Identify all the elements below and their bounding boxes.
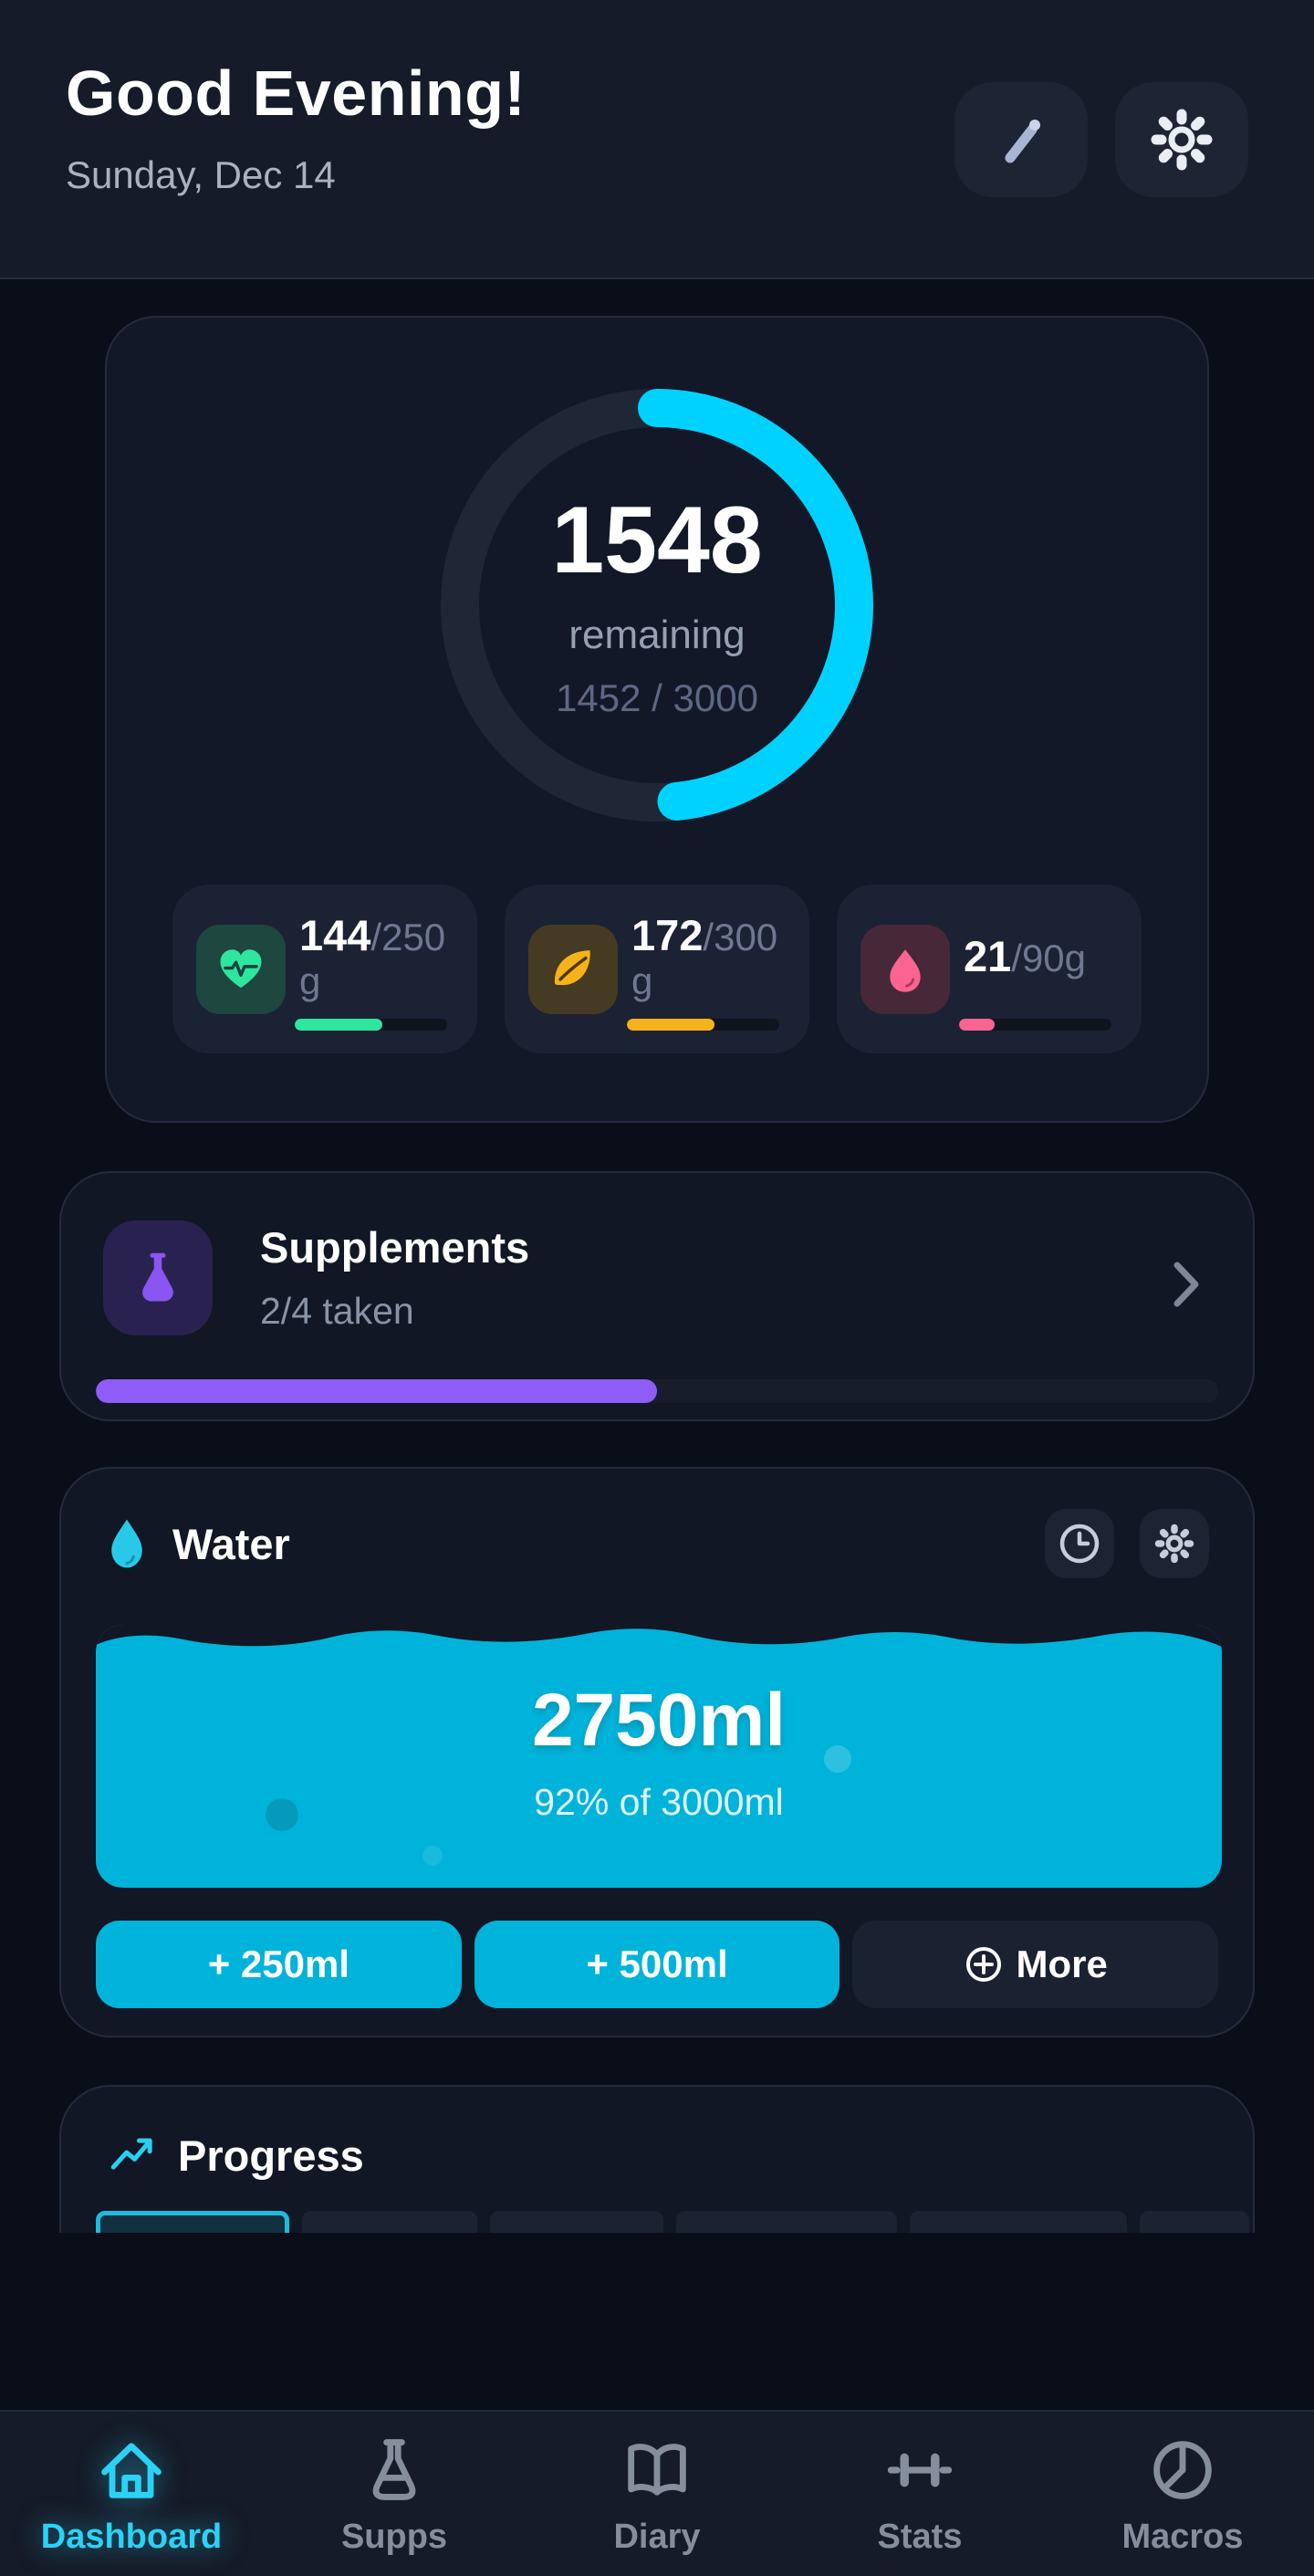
calories-remaining-value: 1548 — [551, 487, 763, 593]
circle-plus-icon — [964, 1944, 1004, 1984]
gear-icon — [1145, 103, 1218, 176]
progress-tab[interactable] — [910, 2211, 1127, 2233]
macro-progress-bar — [627, 1019, 779, 1031]
macro-card-protein[interactable]: 144/250 g — [172, 885, 477, 1053]
progress-tab[interactable] — [1140, 2211, 1249, 2233]
add-500ml-button[interactable]: + 500ml — [474, 1921, 840, 2008]
supplements-progress-bar — [96, 1379, 1218, 1403]
heart-pulse-icon — [196, 924, 286, 1014]
nav-item-macros[interactable]: Macros — [1051, 2412, 1314, 2576]
progress-card: Progress — [59, 2085, 1255, 2233]
progress-tab[interactable] — [490, 2211, 663, 2233]
macro-card-carbs[interactable]: 172/300 g — [505, 885, 809, 1053]
add-250ml-button[interactable]: + 250ml — [96, 1921, 462, 2008]
calorie-summary-card: 1548 remaining 1452 / 3000 144/250 g — [105, 316, 1209, 1123]
date-label: Sunday, Dec 14 — [66, 153, 336, 196]
macro-progress-bar — [959, 1019, 1111, 1031]
droplet-icon — [860, 924, 950, 1014]
clock-icon — [1058, 1522, 1101, 1565]
supplements-subtitle: 2/4 taken — [260, 1290, 414, 1332]
book-icon — [619, 2432, 695, 2508]
progress-title: Progress — [178, 2131, 364, 2180]
macro-value: 144 — [299, 910, 371, 959]
calories-remaining-label: remaining — [568, 613, 746, 657]
wave-top — [96, 1625, 1222, 1647]
bottom-navigation: Dashboard Supps Diary — [0, 2410, 1314, 2576]
chevron-right-icon — [1173, 1261, 1200, 1308]
calorie-ring-arc — [441, 389, 873, 822]
macro-card-fat[interactable]: 21/90g — [837, 885, 1142, 1053]
water-buttons: + 250ml + 500ml More — [96, 1921, 1219, 2008]
pencil-icon — [988, 107, 1054, 173]
macro-progress-bar — [295, 1019, 447, 1031]
bubble — [824, 1745, 851, 1773]
supplements-title: Supplements — [260, 1223, 530, 1272]
calorie-ring: 1548 remaining 1452 / 3000 — [441, 389, 873, 822]
calories-progress-text: 1452 / 3000 — [556, 676, 758, 719]
macro-target: /90g — [1011, 937, 1087, 980]
nav-item-diary[interactable]: Diary — [526, 2412, 788, 2576]
water-title: Water — [172, 1519, 290, 1568]
water-drop-icon — [105, 1515, 149, 1572]
flask-icon — [356, 2432, 433, 2508]
nav-item-stats[interactable]: Stats — [788, 2412, 1051, 2576]
water-history-button[interactable] — [1045, 1509, 1114, 1578]
water-card: Water — [59, 1467, 1255, 2037]
leaf-icon — [528, 924, 618, 1014]
dumbbell-icon — [881, 2432, 958, 2508]
macro-value: 21 — [964, 932, 1012, 981]
progress-tab[interactable] — [676, 2211, 897, 2233]
gear-icon — [1152, 1521, 1197, 1566]
bubble — [422, 1846, 443, 1866]
bubble — [266, 1798, 298, 1831]
macro-target: /300 g — [631, 915, 778, 1003]
settings-button[interactable] — [1115, 82, 1248, 197]
water-amount: 2750ml — [531, 1679, 787, 1762]
pie-chart-icon — [1144, 2432, 1221, 2508]
progress-tabs — [96, 2211, 1249, 2233]
water-settings-button[interactable] — [1140, 1509, 1209, 1578]
flask-icon — [103, 1220, 213, 1335]
edit-button[interactable] — [954, 82, 1088, 197]
water-level-display: 2750ml 92% of 3000ml — [96, 1625, 1222, 1888]
supplements-card[interactable]: Supplements 2/4 taken — [59, 1171, 1255, 1421]
header-actions — [954, 82, 1248, 197]
trending-up-icon — [107, 2129, 160, 2182]
progress-tab[interactable] — [302, 2211, 477, 2233]
nav-item-supps[interactable]: Supps — [263, 2412, 526, 2576]
macro-row: 144/250 g 172/300 g — [172, 885, 1142, 1053]
nav-item-dashboard[interactable]: Dashboard — [0, 2412, 263, 2576]
header: Good Evening! Sunday, Dec 14 — [0, 0, 1314, 279]
page-title: Good Evening! — [66, 58, 527, 129]
macro-value: 172 — [631, 910, 704, 959]
water-goal-text: 92% of 3000ml — [534, 1781, 784, 1823]
water-more-button[interactable]: More — [852, 1921, 1219, 2008]
home-icon — [93, 2432, 170, 2508]
progress-tab[interactable] — [96, 2211, 289, 2233]
macro-target: /250 g — [299, 915, 446, 1003]
